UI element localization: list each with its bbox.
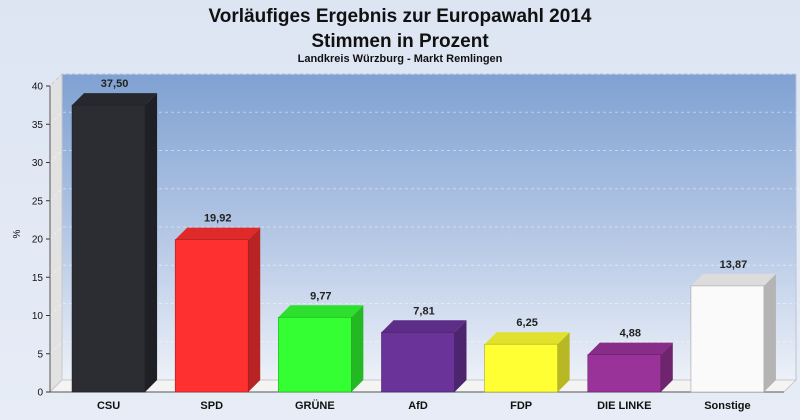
bar-side	[557, 332, 570, 392]
bar-top	[484, 332, 570, 345]
bar-front	[690, 285, 765, 393]
category-label: Sonstige	[704, 400, 750, 412]
category-label: AfD	[408, 400, 428, 412]
gridline	[49, 303, 796, 316]
y-tick-label: 15	[32, 273, 44, 284]
chart-title-line-2: Stimmen in Prozent	[311, 31, 489, 52]
bar-side	[248, 227, 261, 392]
bar-side	[145, 93, 158, 392]
value-label: 9,77	[310, 290, 331, 302]
bar-sonstige	[690, 273, 776, 393]
bar-front	[71, 104, 146, 393]
bar-top	[175, 227, 261, 240]
bar-afd	[381, 320, 467, 393]
value-label: 37,50	[101, 78, 129, 90]
bar-side	[763, 273, 776, 392]
category-label: DIE LINKE	[597, 400, 651, 412]
bar-front	[484, 343, 558, 393]
bars	[71, 93, 776, 393]
category-label: GRÜNE	[295, 399, 335, 412]
value-label: 6,25	[516, 317, 537, 329]
y-tick-label: 5	[37, 349, 43, 360]
y-tick-label: 0	[37, 388, 43, 399]
bar-front	[174, 239, 249, 393]
bar-front	[381, 331, 455, 393]
bar-top	[72, 93, 158, 106]
gridline	[49, 264, 796, 278]
bar-front	[587, 354, 662, 393]
chart-subtitle: Landkreis Würzburg - Markt Remlingen	[297, 53, 503, 65]
bar-side	[454, 320, 467, 392]
value-label: 19,92	[204, 213, 232, 225]
chart-title: Vorläufiges Ergebnis zur Europawahl 2014…	[0, 4, 800, 54]
value-label: 7,81	[413, 305, 434, 317]
y-tick-label: 30	[32, 158, 44, 169]
bar-top	[690, 273, 776, 286]
gridline	[49, 188, 796, 202]
category-label: CSU	[97, 400, 120, 412]
y-tick-label: 10	[32, 311, 44, 322]
value-label: 4,88	[620, 328, 641, 340]
category-label: FDP	[510, 400, 532, 412]
bar-side	[351, 305, 364, 392]
bar-fdp	[484, 332, 570, 393]
y-tick-label: 25	[32, 196, 44, 207]
gridline	[49, 73, 796, 87]
bar-front	[278, 316, 352, 393]
labels: 37,50 CSU 19,92 SPD 9,77 GRÜNE 7,81 AfD 6,25 FDP 4…	[97, 78, 751, 412]
bar-side	[660, 342, 673, 392]
category-label: SPD	[200, 400, 223, 412]
bar-die-linke	[587, 342, 673, 393]
bar-top	[587, 342, 673, 355]
y-tick-label: 20	[32, 235, 44, 246]
bar-csu	[71, 93, 158, 393]
chart-title-line-1: Vorläufiges Ergebnis zur Europawahl 2014	[208, 6, 592, 27]
y-tick-label: 40	[32, 82, 44, 93]
bar-grüne	[278, 305, 364, 393]
value-label: 13,87	[720, 259, 748, 271]
y-tick-label: 35	[32, 120, 44, 131]
bar-top	[381, 320, 467, 333]
gridline	[49, 111, 796, 125]
gridline	[49, 226, 796, 240]
gridline	[49, 150, 796, 163]
y-axis-label: %	[12, 229, 23, 238]
bar-spd	[174, 227, 261, 393]
bar-top	[278, 305, 364, 318]
